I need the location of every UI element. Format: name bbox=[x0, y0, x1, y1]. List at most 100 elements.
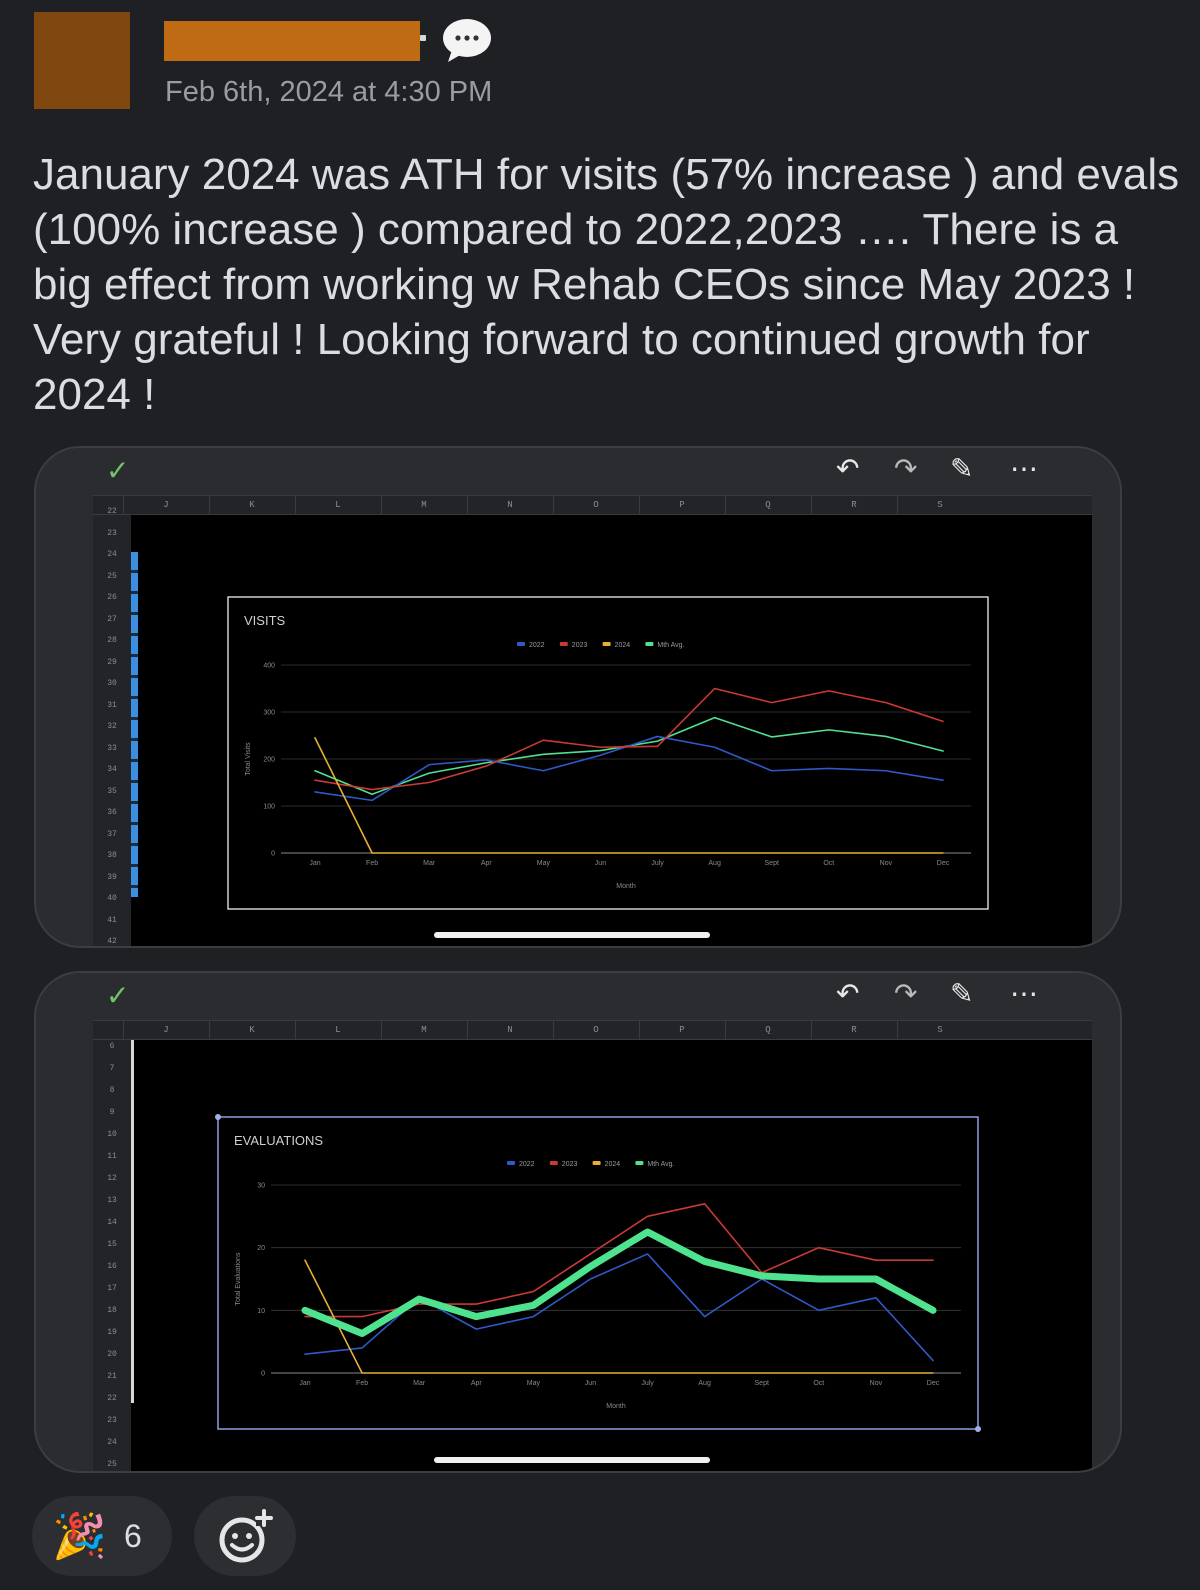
row-number[interactable]: 26 bbox=[107, 593, 117, 602]
row-number[interactable]: 37 bbox=[107, 829, 117, 839]
row-number[interactable]: 10 bbox=[107, 1130, 117, 1139]
legend-label: 2022 bbox=[519, 1161, 535, 1168]
screenshot-card-evaluations[interactable]: ✓ ↶ ↷ ✎ ⋯ J K L M N O P Q R S 6 7 8 9 10 11 12 13 14 15 16 1… bbox=[34, 971, 1122, 1473]
column-letter[interactable]: R bbox=[851, 1025, 857, 1035]
legend-swatch bbox=[559, 642, 568, 646]
home-indicator bbox=[434, 1457, 710, 1463]
series-line-2023 bbox=[314, 687, 944, 791]
row-number[interactable]: 21 bbox=[107, 1372, 117, 1381]
undo-icon[interactable]: ↶ bbox=[836, 453, 860, 484]
row-number[interactable]: 24 bbox=[107, 550, 117, 559]
row-number[interactable]: 34 bbox=[107, 765, 117, 774]
row-number[interactable]: 8 bbox=[109, 1086, 115, 1095]
speech-bubble-icon[interactable] bbox=[440, 16, 494, 66]
column-separator bbox=[639, 496, 640, 516]
row-number[interactable]: 35 bbox=[107, 786, 117, 796]
row-number[interactable]: 16 bbox=[107, 1262, 117, 1271]
row-number[interactable]: 7 bbox=[109, 1064, 115, 1073]
column-letter[interactable]: J bbox=[163, 500, 169, 510]
more-icon[interactable]: ⋯ bbox=[1010, 978, 1038, 1009]
row-number[interactable]: 31 bbox=[107, 700, 117, 710]
column-letter[interactable]: N bbox=[507, 500, 513, 510]
redo-icon[interactable]: ↷ bbox=[894, 978, 918, 1009]
x-tick-label: July bbox=[641, 1380, 654, 1387]
row-number[interactable]: 40 bbox=[107, 894, 117, 903]
column-letter[interactable]: L bbox=[335, 500, 341, 510]
undo-icon[interactable]: ↶ bbox=[836, 978, 860, 1009]
column-letter[interactable]: S bbox=[937, 1025, 943, 1035]
row-number[interactable]: 13 bbox=[107, 1196, 117, 1205]
column-letter[interactable]: M bbox=[421, 500, 427, 510]
column-letter[interactable]: Q bbox=[765, 1025, 771, 1035]
row-number[interactable]: 24 bbox=[107, 1438, 117, 1447]
row-number[interactable]: 17 bbox=[107, 1284, 117, 1293]
row-number[interactable]: 39 bbox=[107, 872, 117, 882]
row-number[interactable]: 38 bbox=[107, 851, 117, 860]
column-separator bbox=[639, 1021, 640, 1041]
column-letter[interactable]: S bbox=[937, 500, 943, 510]
visits-chart[interactable]: VISITS 0 100 200 300 400 Jan Feb Mar Apr May Jun Jul… bbox=[131, 515, 1091, 948]
row-number[interactable]: 15 bbox=[107, 1240, 117, 1249]
evaluations-chart[interactable]: EVALUATIONS 0 10 20 30 Jan Feb Mar Apr May Jun July… bbox=[131, 1040, 1091, 1473]
pencil-icon[interactable]: ✎ bbox=[950, 453, 974, 484]
column-letter[interactable]: N bbox=[507, 1025, 513, 1035]
legend-swatch bbox=[517, 642, 525, 646]
column-letter[interactable]: L bbox=[335, 1025, 341, 1035]
column-header: J K L M N O P Q R S bbox=[93, 495, 1092, 516]
row-number[interactable]: 32 bbox=[107, 722, 117, 731]
column-letter[interactable]: J bbox=[163, 1025, 169, 1035]
add-reaction-button[interactable] bbox=[194, 1496, 296, 1576]
row-number[interactable]: 18 bbox=[107, 1306, 117, 1315]
row-number[interactable]: 11 bbox=[107, 1152, 117, 1161]
column-letter[interactable]: P bbox=[679, 500, 685, 510]
row-number[interactable]: 14 bbox=[107, 1218, 117, 1227]
author-name-redacted[interactable] bbox=[164, 21, 420, 61]
row-number[interactable]: 33 bbox=[107, 743, 117, 753]
row-number[interactable]: 25 bbox=[107, 1460, 117, 1469]
checkmark-icon[interactable]: ✓ bbox=[106, 980, 130, 1011]
pencil-icon[interactable]: ✎ bbox=[950, 978, 974, 1009]
row-number[interactable]: 41 bbox=[107, 915, 117, 925]
column-letter[interactable]: K bbox=[249, 500, 255, 510]
post-timestamp[interactable]: Feb 6th, 2024 at 4:30 PM bbox=[165, 76, 493, 108]
row-number[interactable]: 23 bbox=[107, 1416, 117, 1425]
legend-swatch bbox=[635, 1161, 644, 1165]
row-number[interactable]: 12 bbox=[107, 1174, 117, 1183]
y-tick-label: 300 bbox=[263, 710, 275, 717]
row-number[interactable]: 36 bbox=[107, 808, 117, 817]
row-number[interactable]: 28 bbox=[107, 636, 117, 645]
legend-swatch bbox=[645, 642, 654, 646]
row-number[interactable]: 25 bbox=[107, 571, 117, 581]
sheet-area[interactable]: VISITS 0 100 200 300 400 Jan Feb Mar Apr May Jun Jul… bbox=[131, 515, 1092, 946]
row-number[interactable]: 20 bbox=[107, 1350, 117, 1359]
row-number[interactable]: 29 bbox=[107, 657, 117, 667]
column-letter[interactable]: K bbox=[249, 1025, 255, 1035]
row-number[interactable]: 27 bbox=[107, 614, 117, 624]
y-tick-label: 30 bbox=[257, 1183, 265, 1190]
sheet-area[interactable]: EVALUATIONS 0 10 20 30 Jan Feb Mar Apr May Jun July… bbox=[131, 1040, 1092, 1471]
redo-icon[interactable]: ↷ bbox=[894, 453, 918, 484]
party-reaction-button[interactable]: 🎉 6 bbox=[32, 1496, 172, 1576]
x-tick-label: Mar bbox=[413, 1380, 426, 1387]
column-letter[interactable]: Q bbox=[765, 500, 771, 510]
legend-label: 2023 bbox=[562, 1161, 578, 1168]
column-letter[interactable]: R bbox=[851, 500, 857, 510]
row-number[interactable]: 23 bbox=[107, 528, 117, 538]
column-letter[interactable]: M bbox=[421, 1025, 427, 1035]
column-letter[interactable]: O bbox=[593, 500, 599, 510]
row-number[interactable]: 22 bbox=[107, 507, 117, 516]
row-number[interactable]: 42 bbox=[107, 937, 117, 946]
column-letter[interactable]: O bbox=[593, 1025, 599, 1035]
checkmark-icon[interactable]: ✓ bbox=[106, 455, 130, 486]
column-separator bbox=[123, 1021, 124, 1041]
row-number[interactable]: 30 bbox=[107, 679, 117, 688]
more-icon[interactable]: ⋯ bbox=[1010, 453, 1038, 484]
row-number[interactable]: 6 bbox=[109, 1042, 115, 1051]
row-number[interactable]: 19 bbox=[107, 1328, 117, 1337]
screenshot-card-visits[interactable]: ✓ ↶ ↷ ✎ ⋯ J K L M N O P Q R S 22 23 24 25 26 27 28 29 30 3… bbox=[34, 446, 1122, 948]
avatar[interactable] bbox=[34, 12, 130, 109]
row-number[interactable]: 9 bbox=[109, 1108, 115, 1117]
column-letter[interactable]: P bbox=[679, 1025, 685, 1035]
row-number[interactable]: 22 bbox=[107, 1394, 117, 1403]
column-separator bbox=[295, 496, 296, 516]
